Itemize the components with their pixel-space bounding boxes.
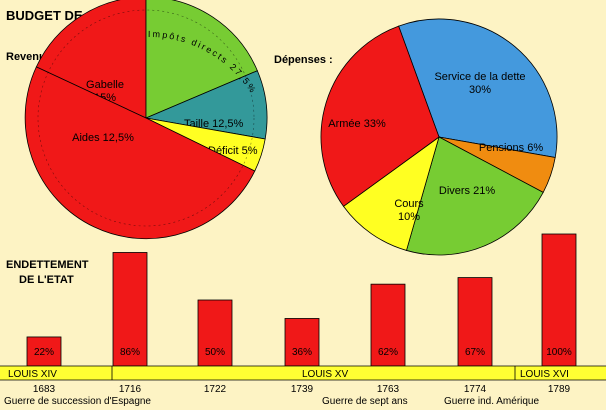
depenses-slice-divers <box>405 136 544 256</box>
year-1763: 1763 <box>377 384 400 395</box>
reign-louis-xiv: LOUIS XIV <box>8 369 57 380</box>
event-sept-ans: Guerre de sept ans <box>322 396 408 407</box>
reign-louis-xv: LOUIS XV <box>302 369 348 380</box>
event-succession-espagne: Guerre de succession d'Espagne <box>4 396 151 407</box>
depenses-title: Dépenses : <box>274 54 333 66</box>
reign-louis-xvi: LOUIS XVI <box>520 369 569 380</box>
bar-1683 <box>26 336 62 367</box>
revenus-slice-imp-ts-directs <box>145 0 258 119</box>
revenus-inner-ring <box>37 9 255 227</box>
revenus-label-4-0: Aides 12,5% <box>72 132 134 144</box>
event-ind-amerique: Guerre ind. Amérique <box>444 396 539 407</box>
depenses-label-1-0: Pensions 6% <box>479 142 543 154</box>
year-1683: 1683 <box>33 384 56 395</box>
depenses-slice-service-de-la-dette <box>398 18 558 158</box>
year-1722: 1722 <box>204 384 227 395</box>
bar-value-1739: 36% <box>292 347 312 358</box>
endettement-title-line-1: ENDETTEMENT <box>6 259 89 271</box>
revenus-slice-aides <box>24 66 256 240</box>
bar-1716 <box>112 252 148 367</box>
year-1716: 1716 <box>119 384 142 395</box>
bar-value-1774: 67% <box>465 347 485 358</box>
depenses-label-3-0: Cours <box>394 198 424 210</box>
year-1789: 1789 <box>548 384 571 395</box>
depenses-label-2-0: Divers 21% <box>439 185 495 197</box>
endettement-bars: 22% 86% 50% 36% 62% 67% 100% <box>26 233 577 367</box>
year-1739: 1739 <box>291 384 314 395</box>
year-1774: 1774 <box>464 384 487 395</box>
timeline-band <box>0 366 606 380</box>
endettement-title-line-2: DE L'ETAT <box>19 274 74 286</box>
revenus-label-0-0: Gabelle <box>86 79 124 91</box>
bar-value-1789: 100% <box>546 347 572 358</box>
revenus-slice-gabelle <box>35 0 147 119</box>
bar-1722 <box>197 299 233 367</box>
depenses-label-3-1: 10% <box>398 211 420 223</box>
bar-1789 <box>541 233 577 367</box>
depenses-label-4-0: Armée 33% <box>328 118 386 130</box>
depenses-slice-cours <box>342 135 440 251</box>
bar-value-1716: 86% <box>120 347 140 358</box>
depenses-label-0-1: 30% <box>469 84 491 96</box>
depenses-label-0-0: Service de la dette <box>434 71 525 83</box>
bar-value-1683: 22% <box>34 347 54 358</box>
bar-value-1763: 62% <box>378 347 398 358</box>
bar-1739 <box>284 318 320 367</box>
depenses-slice-arm-e <box>320 25 440 207</box>
year-labels: 1683 1716 1722 1739 1763 1774 1789 <box>33 384 571 395</box>
bar-1774 <box>457 277 493 367</box>
bar-value-1722: 50% <box>205 347 225 358</box>
